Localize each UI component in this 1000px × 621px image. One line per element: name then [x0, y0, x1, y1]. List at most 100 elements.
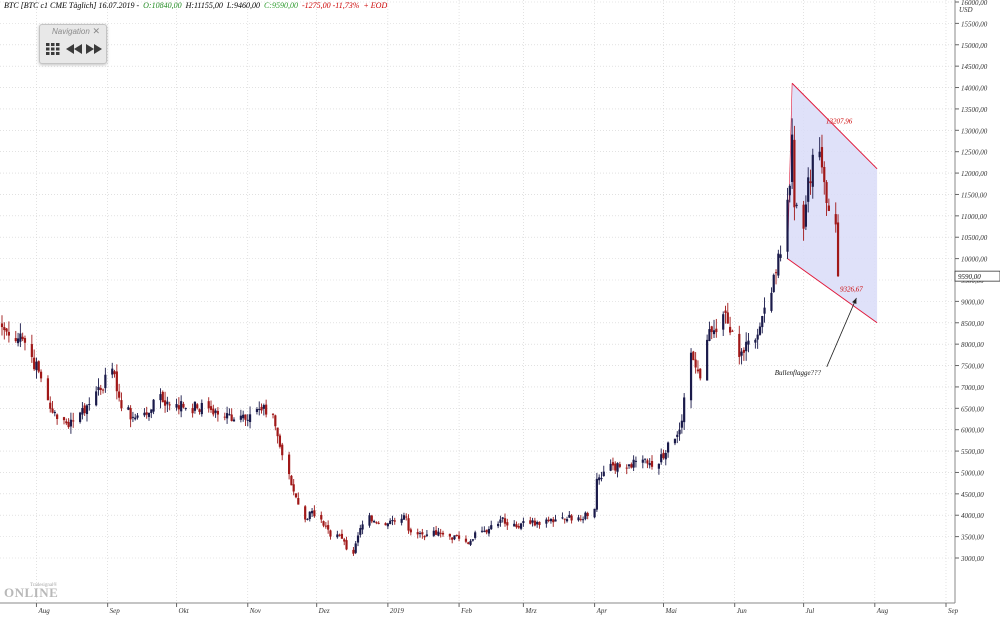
candle-body	[216, 410, 220, 415]
header-open: O:10840,00	[143, 1, 182, 10]
channel-upper-line	[791, 82, 878, 170]
x-tick-label: Feb	[460, 607, 472, 615]
candle-body	[441, 532, 445, 535]
navigation-title: Navigation	[52, 27, 90, 36]
candle-body	[62, 417, 66, 421]
candle-body	[517, 526, 520, 528]
candle-body	[97, 386, 100, 391]
candle-body	[515, 524, 518, 528]
x-tick-label: Okt	[179, 607, 190, 615]
rewind-icon[interactable]	[66, 42, 82, 56]
candle-body	[432, 530, 435, 536]
candle-body	[634, 460, 638, 462]
candle-body	[820, 147, 824, 168]
candle-body	[439, 532, 442, 534]
candle-body	[118, 391, 121, 398]
x-tick-label: Apr	[596, 607, 608, 615]
candle-body	[405, 516, 408, 518]
candle-body	[16, 338, 20, 344]
header-low: L:9460,00	[226, 1, 260, 10]
candle-body	[683, 397, 686, 423]
candle-body	[644, 458, 647, 460]
candle-body	[198, 409, 201, 412]
candle-body	[265, 404, 268, 415]
candle-body	[356, 535, 360, 543]
candle-body	[134, 417, 137, 420]
y-tick-label: 7000,00	[961, 384, 984, 392]
candle-body	[260, 406, 263, 411]
candle-body	[177, 405, 180, 410]
candle-body	[457, 535, 461, 539]
candle-body	[788, 185, 791, 196]
candle-body	[400, 518, 403, 523]
candle-body	[310, 510, 314, 514]
candle-body	[715, 328, 718, 333]
y-tick-label: 10000,00	[961, 256, 988, 264]
candle-body	[343, 539, 346, 542]
candle-body	[101, 389, 105, 391]
candle-body	[51, 408, 54, 413]
x-tick-label: Sep	[110, 607, 121, 615]
candle-body	[738, 333, 741, 357]
candle-body	[88, 404, 91, 406]
candle-body	[35, 361, 38, 371]
fast-forward-icon[interactable]	[86, 42, 102, 56]
candle-body	[191, 408, 194, 414]
y-tick-label: 4500,00	[961, 491, 984, 499]
y-tick-label: 16000,00	[961, 0, 988, 7]
candle-body	[127, 407, 130, 410]
candle-body	[23, 338, 27, 343]
x-tick-label: Dez	[318, 607, 330, 615]
candle-body	[728, 326, 732, 333]
x-tick-label: Aug	[876, 607, 889, 615]
candle-body	[586, 513, 589, 517]
candle-body	[111, 368, 114, 375]
candle-body	[437, 531, 440, 536]
candle-body	[143, 412, 146, 416]
candle-body	[407, 518, 410, 531]
candle-body	[531, 520, 534, 523]
candle-body	[193, 401, 197, 411]
candle-body	[386, 523, 389, 527]
close-icon[interactable]: ✕	[92, 26, 100, 36]
candle-body	[246, 419, 249, 421]
candle-body	[770, 292, 773, 311]
candle-body	[611, 462, 615, 466]
candle-body	[641, 459, 644, 463]
candle-body	[747, 340, 750, 345]
candle-body	[46, 378, 50, 401]
candle-body	[255, 409, 259, 412]
candle-body	[756, 334, 759, 340]
navigation-panel[interactable]: Navigation ✕	[39, 24, 107, 64]
grid-icon[interactable]	[46, 42, 60, 56]
candle-body	[774, 272, 778, 274]
candle-body	[180, 401, 183, 412]
candle-body	[345, 540, 348, 550]
candle-body	[402, 515, 406, 520]
candle-body	[37, 361, 40, 372]
candle-body	[163, 400, 167, 406]
candle-body	[595, 478, 598, 510]
candle-body	[731, 330, 734, 332]
candle-body	[248, 414, 252, 423]
candle-body	[39, 371, 43, 379]
y-tick-label: 12500,00	[961, 149, 988, 157]
candle-body	[614, 463, 617, 471]
candle-body	[214, 410, 217, 413]
candle-body	[184, 408, 187, 410]
candle-body	[699, 368, 702, 379]
annotation-arrow-head	[852, 297, 857, 304]
candle-body	[271, 413, 275, 415]
candle-body	[529, 520, 532, 524]
candle-body	[21, 336, 24, 340]
candle-body	[692, 351, 695, 361]
candle-body	[175, 404, 178, 408]
candle-body	[448, 533, 451, 537]
candle-body	[545, 519, 548, 524]
candle-body	[497, 523, 500, 527]
candle-body	[579, 518, 582, 520]
annotation-low-value: 9326,67	[840, 285, 863, 293]
candle-body	[584, 512, 587, 520]
annotation-high-value: 13207,96	[826, 117, 853, 125]
